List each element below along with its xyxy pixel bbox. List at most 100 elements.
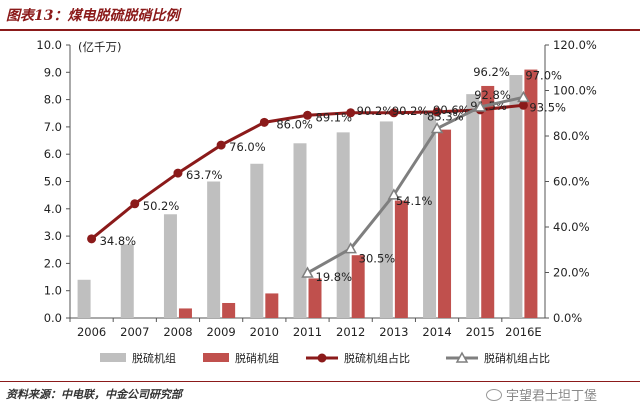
bar-desulfurization [293,143,307,318]
wechat-icon [486,389,502,401]
bar-desulfurization [423,110,437,319]
y-right-tick-label: 80.0% [553,129,590,143]
legend-label: 脱硝机组 [235,351,279,365]
bar-denitrification [394,200,408,318]
denitr-ratio-point [387,188,401,200]
bar-denitrification [481,85,495,318]
desulf-ratio-data-label: 89.1% [316,110,353,124]
desulf-ratio-data-label: 86.0% [276,117,313,131]
desulf-ratio-data-label: 90.2% [392,104,429,118]
desulf-ratio-point [432,107,442,117]
bar-desulfurization [466,94,480,318]
bar-denitrification [308,278,322,318]
desulf-ratio-point [303,110,312,120]
desulf-ratio-point [389,108,399,118]
denitr-ratio-point [344,242,357,254]
bar-desulfurization [163,214,177,318]
y-left-tick-label: 10.0 [36,38,62,52]
denitr-ratio-data-label: 97.0% [525,68,562,82]
denitr-ratio-data-label: 92.8% [474,88,511,102]
legend-marker [455,351,469,363]
legend-marker [317,353,327,363]
denitr-ratio-data-label: 30.5% [359,252,396,266]
desulf-ratio-point [216,140,226,150]
legend-label: 脱硫机组占比 [344,351,410,365]
x-tick-label: 2007 [120,325,149,339]
legend-swatch [100,353,126,362]
y-left-tick-label: 2.0 [44,256,62,270]
bar-desulfurization [379,121,393,318]
denitr-ratio-point [517,90,530,103]
y-right-tick-label: 20.0% [553,266,590,280]
desulf-ratio-data-label: 90.2% [357,104,394,118]
denitr-ratio-data-label: 54.1% [396,194,433,208]
desulf-ratio-point [346,108,356,118]
x-tick-label: 2006 [77,325,106,339]
denitr-ratio-point [430,121,444,134]
source-divider [0,381,640,382]
y-right-tick-label: 100.0% [553,84,597,98]
y-right-tick-label: 0.0% [553,311,582,325]
y-left-tick-label: 0.0 [44,311,62,325]
watermark: 宇望君士坦丁堡 [486,385,597,404]
y-right-tick-label: 40.0% [553,220,590,234]
x-tick-label: 2015 [466,325,495,339]
bar-denitrification [438,129,452,318]
desulf-ratio-point [87,234,97,244]
y-right-tick-label: 120.0% [553,38,597,52]
denitr-ratio-point [301,266,314,278]
y-left-unit-label: (亿千万) [78,40,121,54]
desulf-ratio-data-label: 76.0% [229,140,266,154]
legend-label: 脱硫机组 [132,351,176,365]
bar-desulfurization [336,132,350,318]
y-left-tick-label: 4.0 [44,202,62,216]
bar-denitrification [265,293,279,318]
desulf-ratio-point [173,168,183,178]
desulf-ratio-point [259,117,269,127]
desulf-ratio-data-label: 34.8% [100,234,137,248]
bar-desulfurization [120,244,134,318]
x-tick-label: 2012 [336,325,365,339]
watermark-text: 宇望君士坦丁堡 [506,389,598,404]
desulf-ratio-point [518,100,528,110]
legend-swatch [203,353,229,362]
x-tick-label: 2016E [505,325,542,339]
desulf-ratio-data-label: 63.7% [186,168,223,182]
bar-denitrification [351,255,365,318]
denitr-bar-data-label: 96.2% [473,65,510,79]
bar-desulfurization [509,75,523,318]
desulf-ratio-point [130,199,140,209]
x-tick-label: 2009 [206,325,235,339]
denitr-ratio-point [473,100,487,112]
x-tick-label: 2014 [422,325,451,339]
desulf-ratio-data-label: 93.5% [529,100,566,114]
y-left-tick-label: 1.0 [44,284,62,298]
x-tick-label: 2010 [250,325,279,339]
desulf-ratio-data-label: 50.2% [143,199,180,213]
chart-title-bar: 图表13：煤电脱硫脱硝比例 [0,0,640,31]
bar-denitrification [178,308,192,318]
chart-canvas: 0.0 1.0 2.0 3.0 4.0 5.0 6.0 7.0 8.0 9.0 10.0 0.0% 20… [36,38,597,365]
bar-denitrification [222,302,236,318]
denitr-ratio-data-label: 83.3% [427,109,464,123]
x-tick-label: 2011 [293,325,322,339]
title-divider [0,29,640,31]
chart-title: 图表13：煤电脱硫脱硝比例 [6,8,180,24]
desulf-ratio-data-label: 90.6% [433,103,470,117]
denitr-ratio-data-label: 19.8% [316,270,353,284]
bar-denitrification [524,69,538,318]
bar-desulfurization [250,163,264,318]
y-left-tick-label: 3.0 [44,229,62,243]
denitr-ratio-line [306,95,524,275]
y-right-tick-label: 60.0% [553,175,590,189]
bar-desulfurization [77,279,91,318]
x-tick-label: 2008 [163,325,192,339]
y-left-tick-label: 6.0 [44,147,62,161]
y-left-tick-label: 7.0 [44,120,62,134]
y-left-tick-label: 5.0 [44,175,62,189]
y-left-tick-label: 9.0 [44,65,62,79]
y-left-tick-label: 8.0 [44,93,62,107]
bar-desulfurization [207,181,221,318]
legend-label: 脱硝机组占比 [484,351,550,365]
source-note: 资料来源：中电联，中金公司研究部 [6,388,182,401]
